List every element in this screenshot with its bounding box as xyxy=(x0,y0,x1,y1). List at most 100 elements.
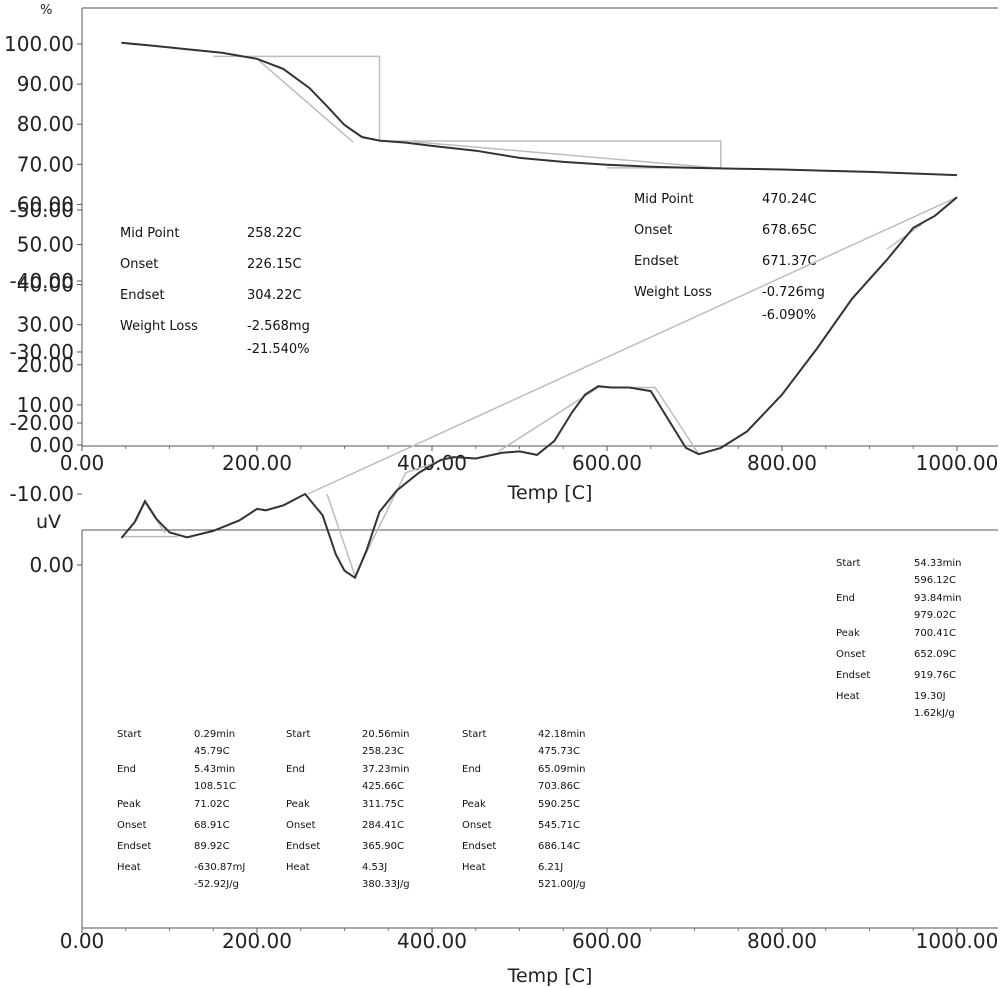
x-tick-label: 0.00 xyxy=(60,451,105,475)
y-tick-label: -40.00 xyxy=(10,269,74,293)
annotation-label: Heat xyxy=(462,862,486,873)
annotation-value: 590.25C xyxy=(538,799,580,810)
x-axis-label: Temp [C] xyxy=(507,482,593,504)
annotation-value: -52.92J/g xyxy=(194,879,239,890)
annotation-label: Heat xyxy=(117,862,141,873)
x-tick-label: 1000.00 xyxy=(916,451,999,475)
y-tick-label: -10.00 xyxy=(10,482,74,506)
annotation-value: 521.00J/g xyxy=(538,879,586,890)
annotation-value: 703.86C xyxy=(538,781,580,792)
annotation-label: Endset xyxy=(117,841,151,852)
y-tick-label: 80.00 xyxy=(17,112,74,136)
annotation-label: Weight Loss xyxy=(634,285,712,300)
y-tick-label: 100.00 xyxy=(4,32,74,56)
annotation-value: 919.76C xyxy=(914,670,956,681)
x-tick-label: 600.00 xyxy=(572,929,642,953)
annotation-value: 671.37C xyxy=(762,254,817,269)
annotation-value: 42.18min xyxy=(538,729,586,740)
annotation-value: 19.30J xyxy=(914,691,946,702)
y-tick-label: 50.00 xyxy=(17,233,74,257)
annotation-value: 68.91C xyxy=(194,820,230,831)
baseline-line xyxy=(307,196,958,495)
annotation-label: Endset xyxy=(286,841,320,852)
annotation-label: Peak xyxy=(462,799,486,810)
annotation-label: Endset xyxy=(462,841,496,852)
annotation-label: Start xyxy=(462,729,487,740)
y-tick-label: 60.00 xyxy=(17,192,74,216)
annotation-value: 258.23C xyxy=(362,746,404,757)
y-tick-label: -20.00 xyxy=(10,411,74,435)
annotation-value: 4.53J xyxy=(362,862,387,873)
annotation-value: 652.09C xyxy=(914,649,956,660)
y-tick-label: 90.00 xyxy=(17,72,74,96)
annotation-label: Endset xyxy=(634,254,679,269)
annotation-label: Onset xyxy=(117,820,147,831)
annotation-value: 545.71C xyxy=(538,820,580,831)
annotation-value: 93.84min xyxy=(914,593,962,604)
annotation-value: -6.090% xyxy=(762,308,816,323)
y-unit-label: % xyxy=(40,3,52,18)
x-tick-label: 0.00 xyxy=(60,929,105,953)
y-tick-label: 70.00 xyxy=(17,152,74,176)
annotation-label: Start xyxy=(836,558,861,569)
y-unit-label: uV xyxy=(36,511,61,533)
annotation-label: Heat xyxy=(286,862,310,873)
tangent-line xyxy=(414,141,713,169)
x-axis-label: Temp [C] xyxy=(507,965,593,987)
annotation-label: Onset xyxy=(120,257,158,272)
y-tick-label: 10.00 xyxy=(17,393,74,417)
y-tick-label: 40.00 xyxy=(17,273,74,297)
annotation-value: 470.24C xyxy=(762,192,817,207)
annotation-label: End xyxy=(462,764,481,775)
series-line xyxy=(120,196,958,580)
annotation-value: -630.87mJ xyxy=(194,862,245,873)
annotation-value: 365.90C xyxy=(362,841,404,852)
annotation-value: 311.75C xyxy=(362,799,404,810)
annotation-value: 678.65C xyxy=(762,223,817,238)
y-tick-label: 30.00 xyxy=(17,313,74,337)
annotation-value: 596.12C xyxy=(914,575,956,586)
annotation-value: 71.02C xyxy=(194,799,230,810)
annotation-value: 37.23min xyxy=(362,764,410,775)
series-line xyxy=(121,41,958,177)
annotation-label: Onset xyxy=(836,649,866,660)
annotation-value: 1.62kJ/g xyxy=(914,708,955,719)
annotation-value: 380.33J/g xyxy=(362,879,410,890)
x-tick-label: 1000.00 xyxy=(916,929,999,953)
annotation-label: Peak xyxy=(117,799,141,810)
tangent-line xyxy=(326,455,455,578)
annotation-label: Onset xyxy=(286,820,316,831)
annotation-value: 0.29min xyxy=(194,729,235,740)
annotation-value: 6.21J xyxy=(538,862,563,873)
annotation-label: Endset xyxy=(120,288,165,303)
annotation-value: 226.15C xyxy=(247,257,302,272)
annotation-value: -0.726mg xyxy=(762,285,825,300)
annotation-value: 700.41C xyxy=(914,628,956,639)
annotation-label: Mid Point xyxy=(634,192,694,207)
x-tick-label: 200.00 xyxy=(222,451,292,475)
tangent-line xyxy=(256,58,354,143)
x-tick-label: 800.00 xyxy=(747,451,817,475)
annotation-label: End xyxy=(286,764,305,775)
annotation-label: Endset xyxy=(836,670,870,681)
x-tick-label: 600.00 xyxy=(572,451,642,475)
annotation-label: Mid Point xyxy=(120,226,180,241)
tangent-line xyxy=(886,223,923,250)
annotation-label: Heat xyxy=(836,691,860,702)
x-tick-label: 400.00 xyxy=(397,929,467,953)
annotation-value: 45.79C xyxy=(194,746,230,757)
annotation-value: 5.43min xyxy=(194,764,235,775)
annotation-value: -2.568mg xyxy=(247,319,310,334)
annotation-label: Weight Loss xyxy=(120,319,198,334)
y-tick-label: 20.00 xyxy=(17,353,74,377)
annotation-value: 20.56min xyxy=(362,729,410,740)
annotation-label: Start xyxy=(117,729,142,740)
annotation-label: End xyxy=(836,593,855,604)
annotation-label: Start xyxy=(286,729,311,740)
y-tick-label: -50.00 xyxy=(10,198,74,222)
annotation-value: 258.22C xyxy=(247,226,302,241)
annotation-label: Peak xyxy=(836,628,860,639)
y-tick-label: 0.00 xyxy=(29,433,74,457)
annotation-value: 284.41C xyxy=(362,820,404,831)
